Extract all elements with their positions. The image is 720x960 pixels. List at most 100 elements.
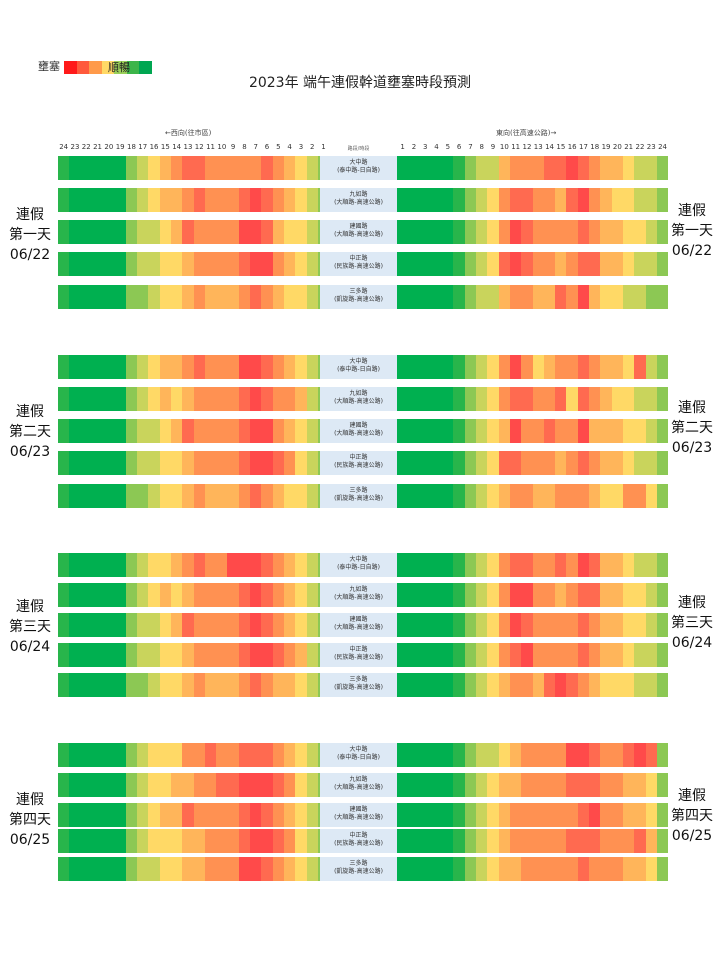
heat-cell — [543, 803, 556, 827]
heat-cell — [487, 419, 499, 443]
heat-cell — [622, 613, 635, 637]
heat-cell — [521, 419, 533, 443]
heat-cell — [487, 387, 499, 411]
heat-cell — [272, 387, 284, 411]
heat-cell — [555, 285, 567, 309]
heat-cell — [453, 857, 465, 881]
heat-cell — [543, 285, 556, 309]
road-segment: (泰中路-日自路) — [337, 167, 380, 174]
heat-cell — [295, 857, 307, 881]
heat-cell — [566, 829, 578, 853]
heat-cell — [125, 673, 138, 697]
heat-cell — [589, 387, 601, 411]
heat-cell — [656, 743, 669, 767]
heat-cell — [634, 188, 646, 212]
heat-cell — [306, 773, 318, 797]
heat-cell — [227, 252, 239, 276]
heat-cell — [261, 387, 273, 411]
heat-cell — [543, 553, 556, 577]
heat-cell — [453, 829, 465, 853]
heat-cell — [464, 355, 477, 379]
east-row — [397, 803, 669, 827]
heat-cell — [137, 387, 149, 411]
day-label-line: 連假 — [678, 788, 706, 804]
west-row — [58, 451, 330, 475]
heat-cell — [103, 156, 115, 180]
heat-cell — [227, 188, 239, 212]
heat-cell — [487, 484, 499, 508]
heat-cell — [306, 451, 318, 475]
heat-cell — [453, 156, 465, 180]
heat-cell — [566, 773, 578, 797]
east-hour-tick: 6 — [456, 143, 462, 151]
heat-cell — [159, 643, 171, 667]
heat-cell — [397, 553, 409, 577]
heat-cell — [498, 829, 510, 853]
heat-cell — [397, 451, 409, 475]
heat-cell — [182, 613, 194, 637]
heat-cell — [453, 643, 465, 667]
day-label-line: 第四天 — [671, 808, 713, 824]
heat-cell — [521, 613, 533, 637]
road-label: 九如路 (大順路-高速公路) — [320, 773, 397, 797]
west-hour-tick: 15 — [160, 143, 170, 151]
heat-cell — [80, 156, 92, 180]
west-hour-tick: 1 — [321, 143, 326, 151]
heat-cell — [509, 484, 522, 508]
road-label: 三多路 (凱旋路-高速公路) — [320, 484, 397, 508]
heat-cell — [600, 773, 612, 797]
heat-cell — [487, 252, 499, 276]
heat-cell — [182, 188, 194, 212]
road-name: 三多路 — [349, 288, 368, 295]
heat-cell — [634, 773, 646, 797]
heat-cell — [419, 156, 431, 180]
heat-cell — [408, 743, 420, 767]
heat-cell — [159, 387, 171, 411]
heat-cell — [509, 156, 522, 180]
heat-cell — [543, 252, 556, 276]
heat-cell — [464, 803, 477, 827]
heat-cell — [69, 419, 81, 443]
heat-cell — [487, 803, 499, 827]
heat-cell — [532, 743, 544, 767]
heat-cell — [419, 553, 431, 577]
heat-cell — [170, 387, 183, 411]
heat-cell — [306, 387, 318, 411]
heat-cell — [103, 829, 115, 853]
heat-cell — [521, 773, 533, 797]
heat-cell — [91, 156, 104, 180]
heat-cell — [261, 156, 273, 180]
heat-cell — [419, 583, 431, 607]
heat-cell — [453, 355, 465, 379]
heat-cell — [600, 156, 612, 180]
heat-cell — [137, 419, 149, 443]
heat-cell — [622, 156, 635, 180]
heat-cell — [555, 156, 567, 180]
heat-cell — [645, 484, 657, 508]
east-hour-tick: 15 — [556, 143, 566, 151]
heat-cell — [170, 188, 183, 212]
legend-smooth-label: 順暢 — [108, 60, 130, 74]
heat-cell — [193, 285, 205, 309]
heat-cell — [69, 451, 81, 475]
heat-cell — [137, 803, 149, 827]
heat-cell — [498, 252, 510, 276]
heat-cell — [148, 643, 160, 667]
heat-cell — [80, 355, 92, 379]
heat-cell — [442, 188, 454, 212]
heat-cell — [634, 252, 646, 276]
heat-cell — [159, 451, 171, 475]
heat-cell — [295, 803, 307, 827]
heat-cell — [622, 355, 635, 379]
heat-cell — [600, 451, 612, 475]
heat-cell — [566, 220, 578, 244]
west-row — [58, 829, 330, 853]
heat-cell — [645, 803, 657, 827]
heat-cell — [114, 553, 126, 577]
heat-cell — [272, 419, 284, 443]
heat-cell — [430, 743, 443, 767]
heat-cell — [634, 857, 646, 881]
heat-cell — [430, 484, 443, 508]
heat-cell — [532, 252, 544, 276]
heat-cell — [430, 252, 443, 276]
